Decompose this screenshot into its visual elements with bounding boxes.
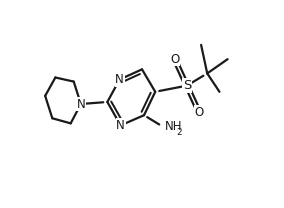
- Text: NH: NH: [164, 120, 182, 133]
- Text: N: N: [115, 73, 124, 86]
- Text: N: N: [116, 119, 125, 132]
- Text: O: O: [170, 53, 179, 66]
- Text: N: N: [76, 98, 85, 110]
- Text: 2: 2: [176, 128, 182, 137]
- Text: S: S: [183, 79, 191, 92]
- Text: O: O: [195, 106, 204, 119]
